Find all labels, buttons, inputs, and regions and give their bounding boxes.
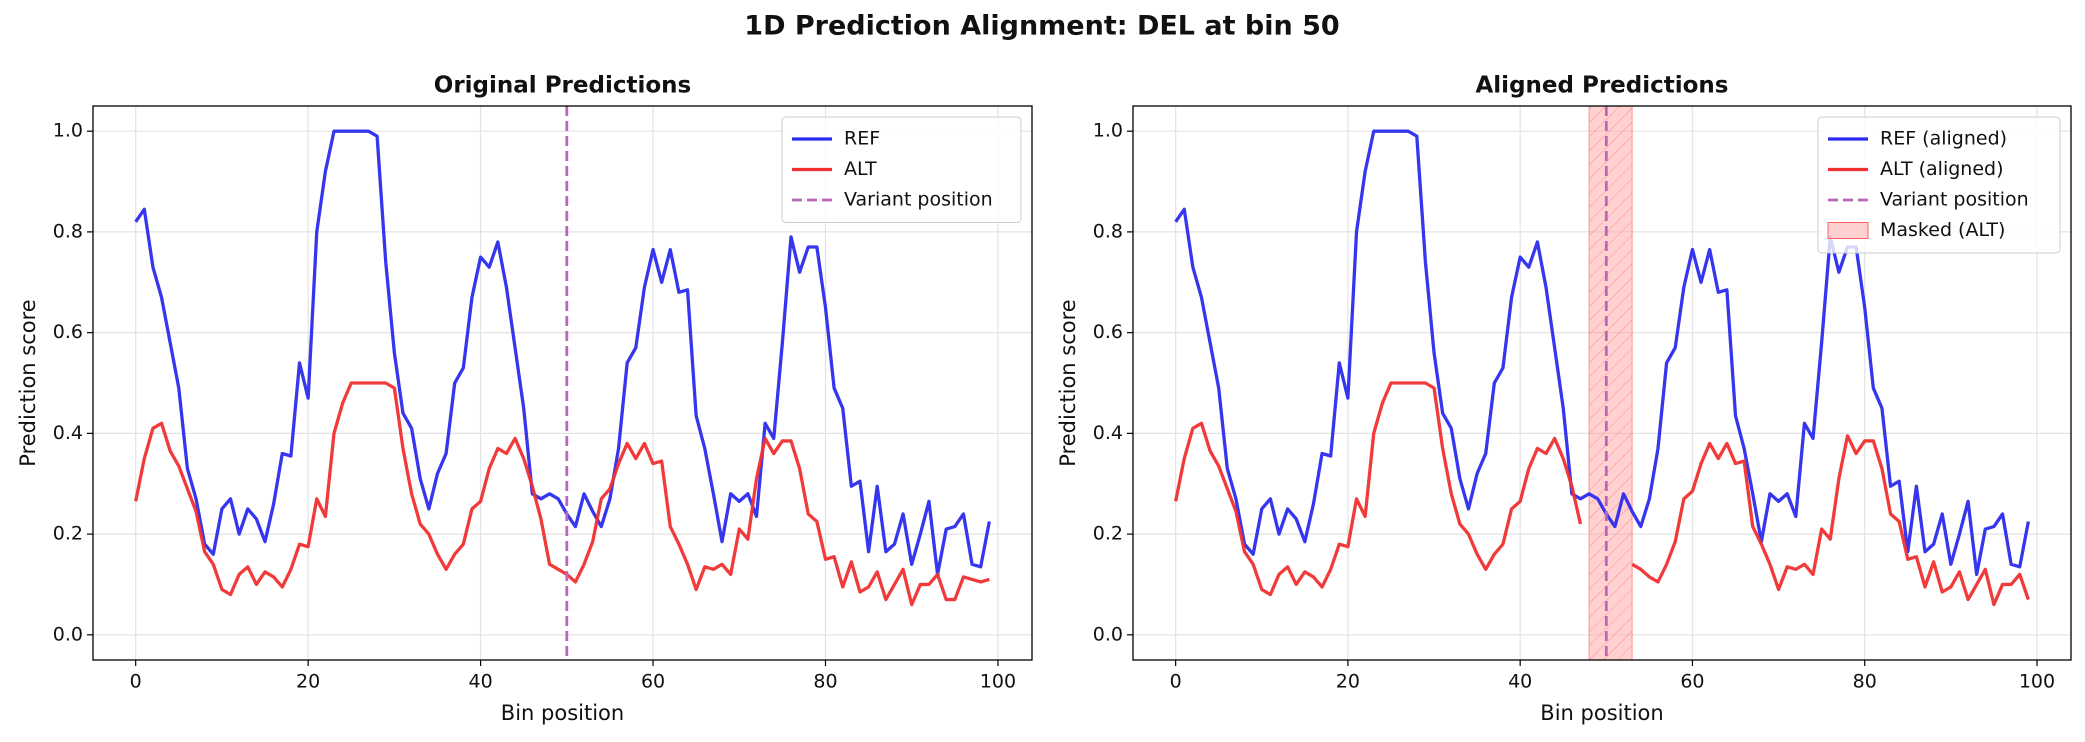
- legend-label: Variant position: [844, 189, 993, 211]
- legend-label: ALT: [844, 158, 877, 180]
- x-tick-label: 80: [813, 671, 837, 693]
- line-series: [1174, 129, 2030, 577]
- subplot: Aligned Predictions Bin position Predictio…: [1056, 73, 2072, 725]
- subplot: Original Predictions Bin position Predicti…: [16, 73, 1033, 725]
- y-tick-label: 0.8: [1093, 220, 1123, 242]
- y-tick-label: 0.4: [1093, 422, 1123, 444]
- legend-label: Variant position: [1880, 189, 2029, 211]
- x-tick-label: 0: [130, 671, 142, 693]
- x-tick-label: 100: [980, 671, 1016, 693]
- figure-title: 1D Prediction Alignment: DEL at bin 50: [744, 11, 1339, 42]
- legend-label: ALT (aligned): [1880, 158, 2004, 180]
- x-tick-label: 60: [1680, 671, 1704, 693]
- y-tick-label: 0.6: [53, 321, 83, 343]
- y-tick-label: 0.6: [1093, 321, 1123, 343]
- y-tick-label: 0.0: [1093, 623, 1123, 645]
- line-series: [134, 129, 991, 577]
- legend-swatch: [1827, 222, 1869, 239]
- x-tick-label: 80: [1853, 671, 1877, 693]
- x-axis-label: Bin position: [501, 701, 624, 725]
- subplot-title: Aligned Predictions: [1476, 73, 1729, 99]
- y-tick-label: 1.0: [1093, 120, 1123, 142]
- y-tick-label: 0.8: [53, 220, 83, 242]
- masked-hatch: [1589, 106, 1633, 660]
- y-tick-label: 1.0: [53, 120, 83, 142]
- legend-box: [781, 116, 1022, 223]
- y-tick-label: 0.4: [53, 422, 83, 444]
- x-tick-label: 0: [1170, 671, 1182, 693]
- line-series: [1174, 381, 2030, 607]
- axes-frame: [1132, 105, 2072, 661]
- axes-frame: [92, 105, 1033, 661]
- legend-label: REF (aligned): [1880, 128, 2007, 150]
- x-tick-label: 20: [296, 671, 320, 693]
- x-axis-label: Bin position: [1540, 701, 1663, 725]
- y-axis-label: Prediction score: [16, 299, 40, 466]
- y-tick-label: 0.0: [53, 623, 83, 645]
- line-series: [134, 381, 990, 607]
- x-tick-label: 20: [1336, 671, 1360, 693]
- legend-label: REF: [844, 128, 880, 150]
- x-tick-label: 40: [468, 671, 492, 693]
- y-tick-label: 0.2: [1093, 523, 1123, 545]
- legend-box: [1817, 116, 2061, 254]
- legend-label: Masked (ALT): [1880, 219, 2005, 241]
- legend: REF (aligned) ALT (aligned) Variant positi…: [1817, 116, 2061, 254]
- y-tick-label: 0.2: [53, 523, 83, 545]
- x-tick-label: 100: [2019, 671, 2055, 693]
- legend: REF ALT Variant position: [781, 116, 1022, 223]
- x-tick-label: 40: [1508, 671, 1532, 693]
- y-axis-label: Prediction score: [1056, 299, 1080, 466]
- subplot-title: Original Predictions: [434, 73, 691, 99]
- x-tick-label: 60: [641, 671, 665, 693]
